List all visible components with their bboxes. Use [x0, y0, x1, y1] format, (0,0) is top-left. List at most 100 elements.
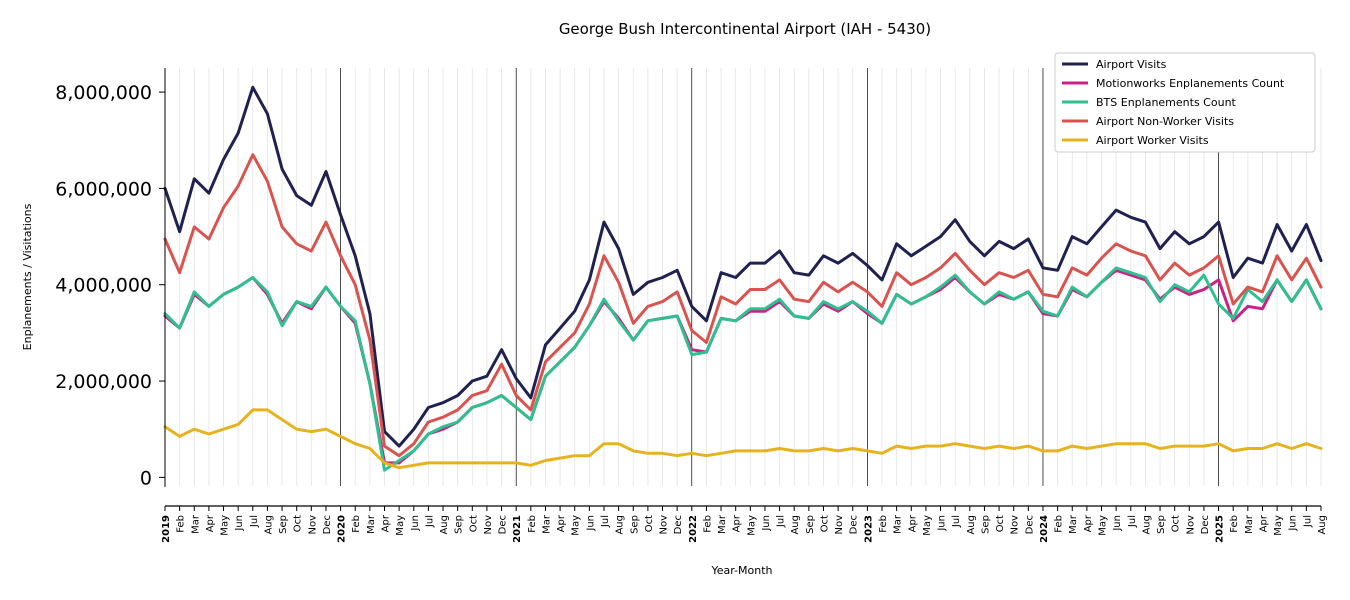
series-line-bts-enplanements-count [163, 266, 1323, 472]
legend-label: BTS Enplanements Count [1096, 96, 1237, 109]
x-tick-label: Nov [1010, 515, 1021, 535]
x-tick-label: Mar [893, 514, 904, 534]
x-tick-label: Feb [351, 515, 362, 533]
x-tick-label: Oct [819, 515, 830, 532]
x-tick-label: Jul [600, 515, 611, 528]
x-tick-label: Aug [1141, 515, 1152, 535]
x-tick-label: Oct [995, 515, 1006, 532]
x-tick-label: Apr [205, 514, 216, 532]
series-line-airport-visits [163, 85, 1323, 448]
x-tick-label: Dec [1200, 515, 1211, 534]
x-tick-label: Jun [410, 515, 421, 532]
y-tick-labels: 0 2,000,000 4,000,000 6,000,000 8,000,000 [55, 82, 152, 489]
x-tick-label: May [220, 515, 231, 536]
x-tick-label: Jul [951, 515, 962, 528]
x-tick-label: Jun [1112, 515, 1123, 532]
x-tick-label: Apr [907, 514, 918, 532]
x-tick-label-year: 2020 [337, 515, 348, 543]
x-tick-label: Jul [1302, 515, 1313, 528]
y-axis-label: Enplanements / Visitations [21, 203, 34, 350]
x-tick-label: Aug [439, 515, 450, 535]
axes [159, 68, 1322, 511]
legend-label: Airport Worker Visits [1096, 134, 1209, 147]
x-tick-label: Jun [585, 515, 596, 532]
x-tick-label: Jul [249, 515, 260, 528]
y-tick-label: 6,000,000 [55, 178, 152, 200]
x-tick-label: Nov [483, 515, 494, 535]
x-tick-label: Dec [498, 515, 509, 534]
x-tick-label: Jun [1288, 515, 1299, 532]
x-tick-label: May [1273, 515, 1284, 536]
x-tick-label: Aug [966, 515, 977, 535]
legend-label: Airport Visits [1096, 58, 1167, 71]
x-tick-label: Jul [1127, 515, 1138, 528]
x-tick-label-year: 2019 [161, 515, 172, 543]
x-tick-label: Nov [659, 515, 670, 535]
x-tick-label: Sep [980, 515, 991, 534]
x-tick-label: Jun [937, 515, 948, 532]
chart-title: George Bush Intercontinental Airport (IA… [559, 20, 931, 38]
x-tick-label: Feb [702, 515, 713, 533]
y-tick-label: 8,000,000 [55, 82, 152, 104]
x-tick-label: Nov [1185, 515, 1196, 535]
x-tick-label: Mar [190, 514, 201, 534]
series-line-airport-non-worker-visits [163, 153, 1323, 458]
x-tick-label: Feb [176, 515, 187, 533]
x-axis-label: Year-Month [710, 564, 772, 577]
x-tick-label: May [571, 515, 582, 536]
x-tick-label: Feb [878, 515, 889, 533]
x-tick-label: Nov [307, 515, 318, 535]
x-tick-label: Sep [454, 515, 465, 534]
x-tick-label: Sep [805, 515, 816, 534]
x-tick-label: Oct [1171, 515, 1182, 532]
legend-label: Airport Non-Worker Visits [1096, 115, 1234, 128]
x-tick-label: Dec [849, 515, 860, 534]
legend: Airport Visits Motionworks Enplanements C… [1054, 52, 1316, 153]
x-tick-label: Dec [1024, 515, 1035, 534]
x-tick-label: Feb [527, 515, 538, 533]
x-tick-label: Jun [234, 515, 245, 532]
x-tick-label: Oct [293, 515, 304, 532]
series-lines [163, 85, 1323, 472]
x-tick-label: Mar [541, 514, 552, 534]
x-tick-label-year: 2025 [1215, 515, 1226, 543]
legend-label: Motionworks Enplanements Count [1096, 77, 1285, 90]
x-tick-label: Sep [629, 515, 640, 534]
x-tick-label: Feb [1054, 515, 1065, 533]
x-tick-label-year: 2024 [1039, 515, 1050, 543]
legend-box [1054, 52, 1316, 153]
x-tick-label: Jul [776, 515, 787, 528]
x-tick-label: May [922, 515, 933, 536]
x-tick-label: Aug [263, 515, 274, 535]
x-tick-label: Nov [834, 515, 845, 535]
x-tick-label: Dec [673, 515, 684, 534]
series-line-airport-worker-visits [163, 408, 1323, 470]
x-tick-label: Jul [424, 515, 435, 528]
x-tick-label: May [395, 515, 406, 536]
x-tick-label: Mar [1244, 514, 1255, 534]
x-tick-label-year: 2021 [512, 515, 523, 543]
x-tick-label: Apr [1083, 514, 1094, 532]
x-tick-label: Aug [1317, 515, 1328, 535]
x-tick-label: Oct [644, 515, 655, 532]
x-tick-label: Sep [278, 515, 289, 534]
y-tick-label: 4,000,000 [55, 275, 152, 297]
x-tick-label: Apr [1258, 514, 1269, 532]
x-tick-label: Aug [790, 515, 801, 535]
x-tick-label: May [746, 515, 757, 536]
x-tick-label: Apr [556, 514, 567, 532]
x-tick-label: Apr [732, 514, 743, 532]
x-tick-label: Sep [1156, 515, 1167, 534]
x-tick-labels: 2019 Feb Mar Apr May Jun Jul Aug Sep Oct Nov Dec 202… [161, 514, 1328, 543]
x-tick-label: Dec [322, 515, 333, 534]
x-tick-label-year: 2023 [863, 515, 874, 543]
y-tick-label: 0 [140, 467, 152, 489]
x-tick-label: Oct [468, 515, 479, 532]
x-tick-label: Jun [761, 515, 772, 532]
x-tick-label: Mar [1068, 514, 1079, 534]
x-tick-label: Mar [717, 514, 728, 534]
x-tick-label: Apr [380, 514, 391, 532]
x-tick-label: Mar [366, 514, 377, 534]
x-tick-label: May [1098, 515, 1109, 536]
